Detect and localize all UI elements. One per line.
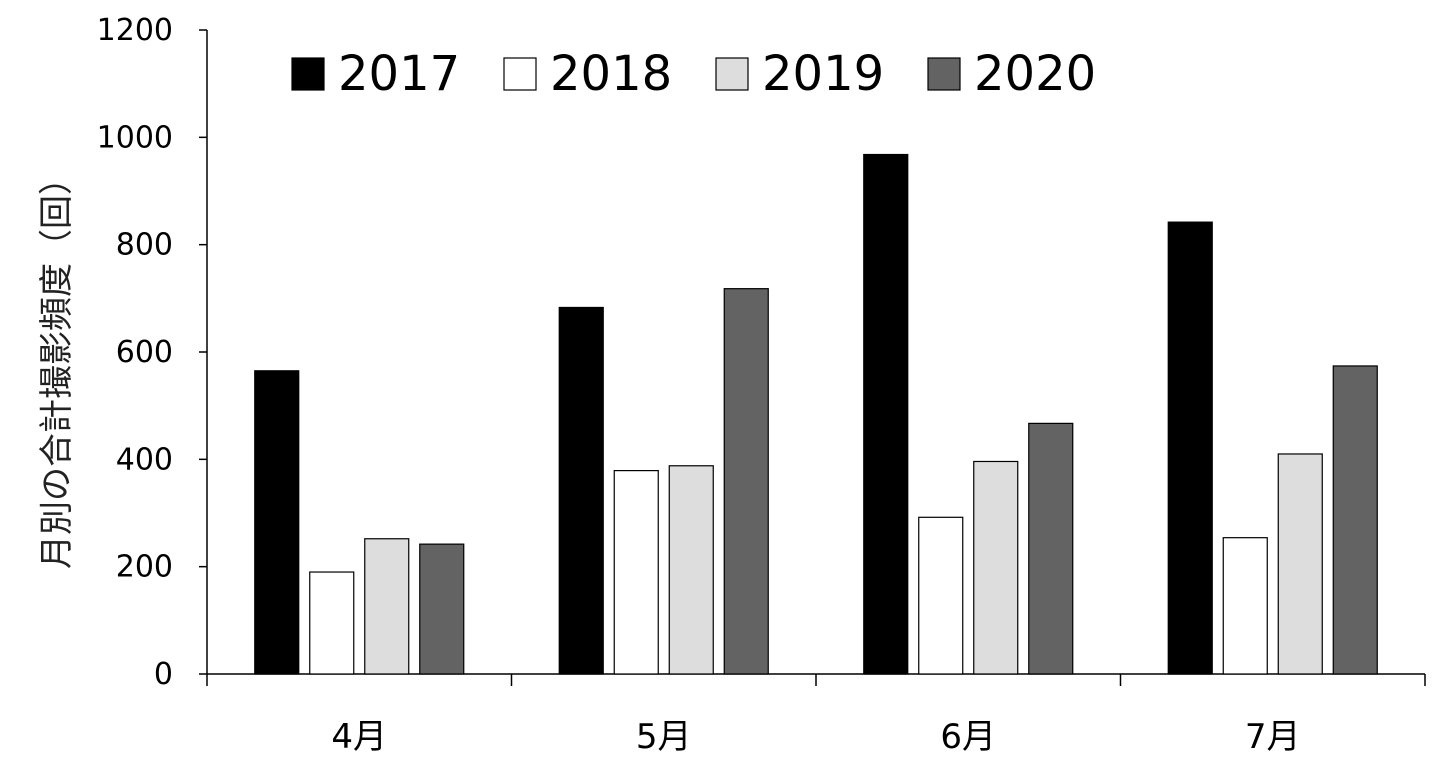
x-category-label: 5月	[636, 717, 692, 757]
bar-2020-1	[723, 288, 769, 675]
bar-2020-3	[1332, 365, 1378, 675]
bar-2017-3	[1167, 221, 1213, 675]
legend-item: 2017	[291, 46, 460, 102]
legend-swatch	[291, 57, 325, 91]
bar-2019-0	[364, 538, 410, 675]
bar-2018-1	[613, 470, 659, 675]
bar-2019-1	[668, 465, 714, 675]
bar-2018-3	[1222, 537, 1268, 675]
bar-2017-0	[254, 370, 300, 675]
y-tick-label: 1000	[97, 120, 173, 155]
legend-item: 2020	[927, 46, 1096, 102]
bar-2020-2	[1028, 422, 1074, 675]
legend-swatch	[715, 57, 749, 91]
bar-2017-2	[863, 153, 909, 675]
legend-swatch	[503, 57, 537, 91]
bar-2018-0	[309, 571, 355, 675]
y-tick-label: 600	[116, 335, 173, 370]
legend-label: 2018	[550, 46, 672, 102]
y-tick-label: 400	[116, 442, 173, 477]
x-category-label: 6月	[940, 717, 996, 757]
y-tick-label: 0	[154, 657, 173, 692]
y-tick-label: 1200	[97, 13, 173, 48]
legend-item: 2019	[715, 46, 884, 102]
bar-2019-2	[973, 460, 1019, 675]
y-axis-label-group: 月別の合計撮影頻度（回）	[37, 161, 77, 569]
bar-2020-0	[419, 543, 465, 675]
legend: 2017 2018 2019 2020	[291, 46, 1096, 102]
x-category-label: 4月	[331, 717, 387, 757]
bar-2018-2	[918, 516, 964, 675]
x-axis: 4月 5月 6月 7月	[206, 673, 1426, 757]
legend-label: 2017	[338, 46, 460, 102]
y-tick-label: 200	[116, 550, 173, 585]
y-tick-label: 800	[116, 228, 173, 263]
bar-2017-1	[558, 306, 604, 675]
legend-item: 2018	[503, 46, 672, 102]
bars-group	[254, 153, 1378, 675]
legend-label: 2019	[762, 46, 884, 102]
x-category-label: 7月	[1245, 717, 1301, 757]
y-axis-label: 月別の合計撮影頻度（回）	[37, 161, 77, 569]
bar-2019-3	[1277, 453, 1323, 675]
y-axis: 0 200 400 600 800 1000 1200	[97, 13, 208, 692]
legend-label: 2020	[974, 46, 1096, 102]
legend-swatch	[927, 57, 961, 91]
